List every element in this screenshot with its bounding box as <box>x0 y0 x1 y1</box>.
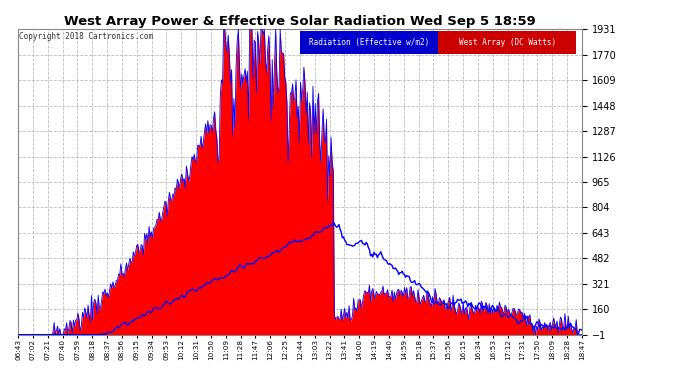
Text: West Array (DC Watts): West Array (DC Watts) <box>459 38 555 46</box>
FancyBboxPatch shape <box>438 31 576 54</box>
Text: Radiation (Effective w/m2): Radiation (Effective w/m2) <box>309 38 429 46</box>
FancyBboxPatch shape <box>300 31 438 54</box>
Title: West Array Power & Effective Solar Radiation Wed Sep 5 18:59: West Array Power & Effective Solar Radia… <box>64 15 536 28</box>
Text: Copyright 2018 Cartronics.com: Copyright 2018 Cartronics.com <box>19 32 153 41</box>
